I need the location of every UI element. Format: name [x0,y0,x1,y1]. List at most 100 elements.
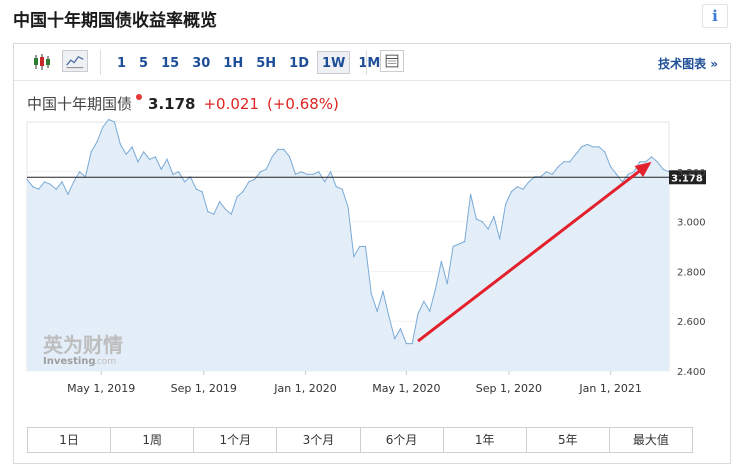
data-point [201,191,203,193]
data-point [137,161,139,163]
range-button[interactable]: 1周 [111,428,195,452]
data-point [586,143,588,145]
data-point [43,181,46,183]
data-point [592,146,594,148]
data-point [55,188,57,190]
data-point [324,181,326,183]
interval-5[interactable]: 5 [139,56,149,71]
data-point [318,171,320,173]
data-point [26,178,28,180]
data-point [78,171,81,173]
data-point [569,161,571,163]
y-tick-label: 3.200 [677,168,706,179]
quote-change: +0.021 [203,95,259,113]
data-point [96,141,98,143]
watermark-logo: 英为财情 [43,333,123,357]
current-value-badge [669,170,706,185]
data-point [639,161,641,163]
area-chart-icon[interactable] [62,50,88,72]
data-point [633,171,635,173]
data-point [329,171,332,173]
data-point [102,126,104,128]
data-point [312,173,314,175]
data-point [108,118,110,121]
interval-1h[interactable]: 1H [223,56,244,71]
data-point [306,173,308,175]
data-point [341,188,343,190]
data-point [429,310,431,312]
range-button[interactable]: 3个月 [277,428,361,452]
interval-1m[interactable]: 1M [358,56,381,71]
interval-1w[interactable]: 1W [317,51,351,74]
data-point [370,293,372,295]
data-point [656,161,658,163]
data-point [236,196,238,198]
quote-change-percent: (+0.68%) [266,95,339,113]
data-point [207,211,209,213]
y-tick-label: 2.600 [677,317,706,328]
data-point [662,168,664,170]
data-point [300,171,302,173]
data-point [178,171,180,173]
chart-panel: 1 5 15 30 1H 5H 1D 1W 1M 技术图表 » 中国十年期国债 3.178 +0.0… [13,43,731,464]
candlestick-chart-icon[interactable] [32,51,52,73]
data-point [67,193,69,195]
data-point [464,240,466,243]
data-point [522,188,524,190]
data-point [510,191,512,193]
data-point [545,171,548,173]
data-point [487,228,489,230]
range-button[interactable]: 6个月 [361,428,444,452]
data-point [499,238,501,240]
data-point [470,193,472,195]
x-tick-label: Jan 1, 2020 [273,382,336,395]
y-tick-label: 2.800 [677,267,706,278]
x-tick-label: Jan 1, 2021 [578,382,641,395]
data-point [242,191,244,193]
data-point [335,186,337,188]
data-point [580,146,583,148]
data-point [259,171,262,173]
data-table-icon[interactable] [380,50,404,72]
interval-5h[interactable]: 5H [256,56,277,71]
range-button[interactable]: 1年 [444,428,527,452]
data-point [38,188,40,190]
data-point [575,153,577,155]
x-tick-label: Sep 1, 2020 [476,382,542,395]
technical-chart-link[interactable]: 技术图表 » [658,57,718,71]
x-tick-label: May 1, 2020 [372,382,440,395]
data-point [143,151,145,153]
data-point [440,260,442,262]
range-button[interactable]: 5年 [527,428,610,452]
data-point [446,283,448,285]
interval-30[interactable]: 30 [192,56,211,71]
data-point [230,213,232,215]
watermark-domain: .com [94,357,116,367]
range-button[interactable]: 1日 [28,428,112,452]
data-point [388,315,390,317]
watermark-brand: Investing [43,356,96,367]
data-point [557,166,559,168]
data-point [411,343,413,345]
data-point [172,173,174,175]
quote-header: 中国十年期国债 3.178 +0.021 (+0.68%) [27,93,339,114]
data-point [113,121,116,123]
info-button[interactable]: i [702,4,728,28]
data-point [248,181,250,183]
x-tick-label: Sep 1, 2019 [171,382,237,395]
data-point [394,338,396,340]
data-point [90,151,92,153]
time-range-selector: 1日 1周 1个月 3个月 6个月 1年 5年 最大值 [27,427,693,453]
page-title: 中国十年期国债收益率概览 [13,11,217,31]
interval-1d[interactable]: 1D [289,56,309,71]
interval-15[interactable]: 15 [161,56,180,71]
toolbar-separator [100,50,101,75]
data-point [219,201,221,203]
data-point [405,343,407,345]
data-point [254,178,256,180]
live-dot-icon [136,94,143,100]
range-button[interactable]: 1个月 [194,428,278,452]
data-point [184,181,186,183]
range-button[interactable]: 最大值 [632,433,669,447]
interval-1[interactable]: 1 [117,56,127,71]
